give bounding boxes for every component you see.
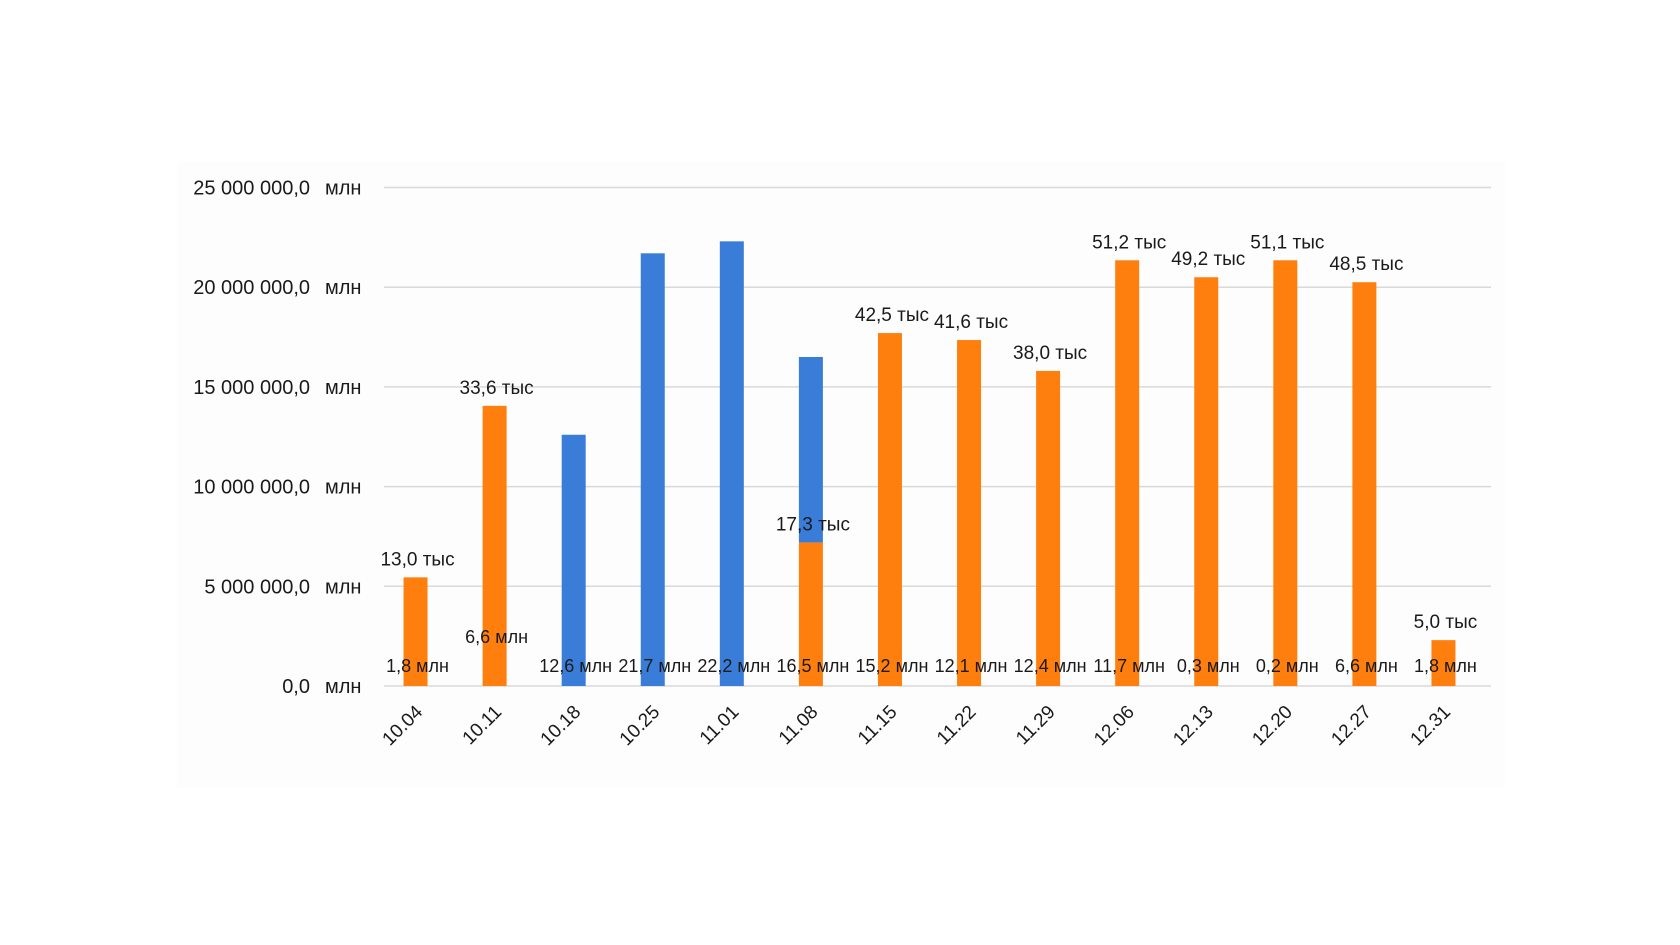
top-data-label: 13,0 тыс xyxy=(380,549,454,570)
top-data-labels: 13,0 тыс 33,6 тыс 17,3 тыс 42,5 тыс 41,6 тыс… xyxy=(380,232,1477,633)
y-tick-label: 10 000 000,0 xyxy=(193,477,310,499)
bottom-data-label: 16,5 млн xyxy=(776,656,849,676)
y-tick-label: 15 000 000,0 xyxy=(193,377,310,399)
top-data-label: 51,1 тыс xyxy=(1250,232,1324,253)
bar-orange-11.29 xyxy=(1036,370,1061,686)
bottom-data-label: 12,1 млн xyxy=(935,656,1008,676)
bottom-data-label: 12,6 млн xyxy=(539,656,612,676)
top-data-label: 49,2 тыс xyxy=(1171,249,1245,270)
bar-orange-12.13 xyxy=(1194,277,1219,686)
bar-blue-10.25 xyxy=(640,253,665,686)
bottom-data-label: 6,6 млн xyxy=(1335,656,1398,676)
top-data-label: 41,6 тыс xyxy=(934,312,1008,333)
bar-orange-12.20 xyxy=(1273,260,1298,686)
y-tick-label: 20 000 000,0 xyxy=(193,277,310,299)
bottom-data-label: 12,4 млн xyxy=(1014,656,1087,676)
bars xyxy=(403,241,1456,686)
bar-blue-11.01 xyxy=(719,241,744,686)
top-data-label: 5,0 тыс xyxy=(1414,612,1478,633)
y-tick-label: 25 000 000,0 xyxy=(193,178,310,200)
bottom-data-label: 0,2 млн xyxy=(1256,656,1319,676)
plot-area xyxy=(177,161,1505,788)
bottom-data-label: 21,7 млн xyxy=(618,656,691,676)
bottom-data-label: 15,2 млн xyxy=(856,656,929,676)
bar-orange-11.15 xyxy=(877,333,902,686)
y-tick-unit: млн xyxy=(325,178,361,200)
bottom-data-labels: 1,8 млн 6,6 млн 12,6 млн 21,7 млн 22,2 млн 16… xyxy=(386,627,1477,676)
top-data-label: 17,3 тыс xyxy=(776,514,850,535)
y-tick-label: 0,0 xyxy=(282,676,310,698)
y-tick-unit: млн xyxy=(325,477,361,499)
y-tick-unit: млн xyxy=(325,277,361,299)
y-tick-unit: млн xyxy=(325,676,361,698)
bottom-data-label: 6,6 млн xyxy=(465,627,528,647)
bar-orange-11.08 xyxy=(798,542,823,686)
bar-orange-12.06 xyxy=(1115,260,1140,686)
bar-orange-11.22 xyxy=(957,340,982,686)
bar-orange-12.27 xyxy=(1352,282,1377,686)
bottom-data-label: 1,8 млн xyxy=(1414,656,1477,676)
bar-blue-10.18 xyxy=(561,434,586,686)
bar-orange-12.31 xyxy=(1431,640,1456,686)
y-axis-tick-labels: 0,0 млн 5 000 000,0 млн 10 000 000,0 млн 15 00… xyxy=(193,178,361,699)
top-data-label: 38,0 тыс xyxy=(1013,343,1087,364)
bar-orange-10.11 xyxy=(482,405,507,686)
y-tick-label: 5 000 000,0 xyxy=(204,576,310,598)
top-data-label: 51,2 тыс xyxy=(1092,232,1166,253)
bottom-data-label: 1,8 млн xyxy=(386,656,449,676)
bottom-data-label: 11,7 млн xyxy=(1093,656,1165,676)
y-tick-unit: млн xyxy=(325,377,361,399)
top-data-label: 42,5 тыс xyxy=(855,305,929,326)
top-data-label: 48,5 тыс xyxy=(1329,254,1403,275)
bottom-data-label: 0,3 млн xyxy=(1177,656,1240,676)
bottom-data-label: 22,2 млн xyxy=(697,656,770,676)
top-data-label: 33,6 тыс xyxy=(460,378,534,399)
bar-orange-10.04 xyxy=(403,577,428,686)
y-tick-unit: млн xyxy=(325,576,361,598)
bar-blue-11.08 xyxy=(798,356,823,543)
